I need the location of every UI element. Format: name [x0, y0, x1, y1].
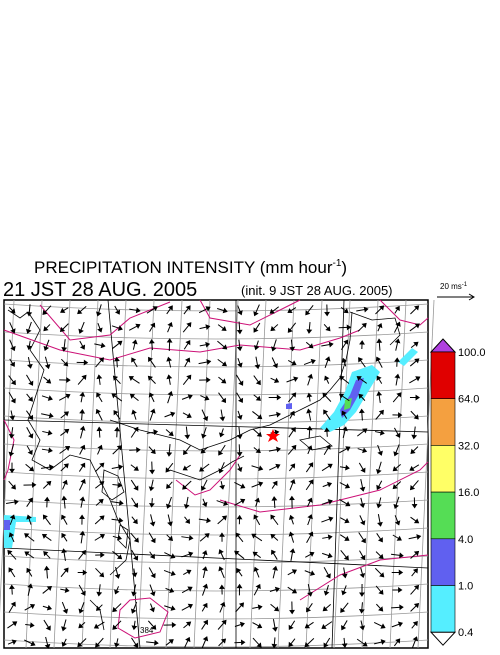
colorbar-segment [431, 399, 455, 446]
colorbar-segment [431, 492, 455, 539]
colorbar-segment [431, 445, 455, 492]
colorbar-segment [431, 352, 455, 399]
wind-scale-label: 20 ms-1 [440, 282, 468, 291]
title: PRECIPITATION INTENSITY (mm hour-1) [34, 258, 347, 277]
colorbar-label: 32.0 [458, 440, 479, 452]
title-close: ) [341, 258, 347, 277]
colorbar-under [431, 632, 455, 645]
colorbar-label: 1.0 [458, 581, 473, 593]
wind-scale-exponent: -1 [462, 282, 468, 288]
init-time: (init. 9 JST 28 AUG. 2005) [241, 283, 393, 298]
title-text: PRECIPITATION INTENSITY (mm hour [34, 258, 333, 277]
wind-scale-text: 20 ms [440, 282, 462, 291]
colorbar-segment [431, 586, 455, 633]
colorbar-label: 100.0 [458, 347, 486, 359]
colorbar-label: 64.0 [458, 394, 479, 406]
valid-time: 21 JST 28 AUG. 2005 [3, 279, 197, 301]
map: 384 [0, 300, 434, 648]
colorbar-label: 0.4 [458, 627, 473, 639]
colorbar-over [431, 339, 455, 352]
colorbar-label: 4.0 [458, 534, 473, 546]
colorbar-label: 16.0 [458, 487, 479, 499]
colorbar-segment [431, 539, 455, 586]
colorbar: 100.0 64.0 32.0 16.0 4.0 1.0 0.4 [431, 339, 486, 645]
wind-scale-arrow [437, 294, 474, 300]
contour-label: 384 [140, 626, 154, 635]
